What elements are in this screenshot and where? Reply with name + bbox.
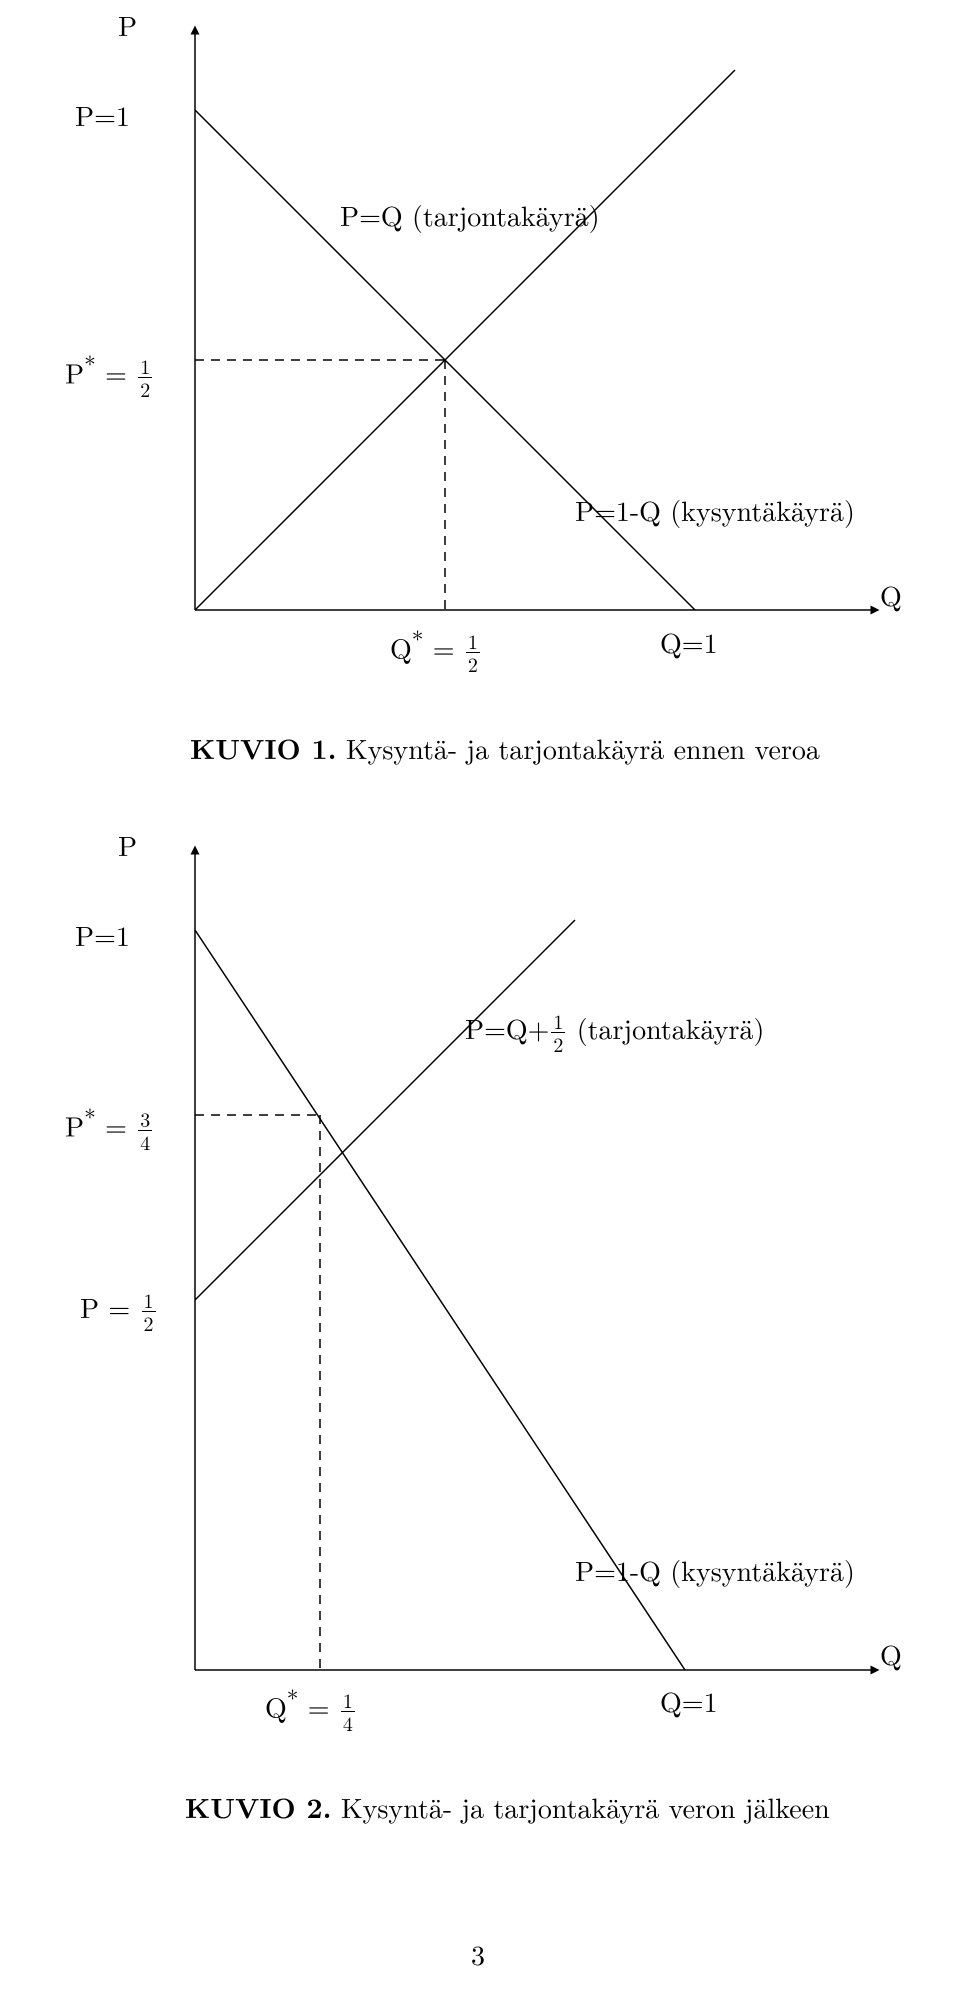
chart2-q1-label: Q=1: [660, 1681, 718, 1721]
chart1-supply-label: P=Q (tarjontakäyrä): [340, 195, 600, 235]
chart2-p1-label: P=1: [75, 915, 130, 955]
chart2-phalf-label: P = 12: [80, 1287, 158, 1333]
chart2-pstar-label: P* = 34: [65, 1100, 154, 1152]
supply-curve: [195, 920, 575, 1300]
chart1-qstar-label: Q* = 12: [390, 622, 482, 674]
chart1-demand-label: P=1-Q (kysyntäkäyrä): [575, 490, 855, 530]
chart2-x-axis-label: Q: [880, 1634, 902, 1674]
chart2-supply-label: P=Q+12 (tarjontakäyrä): [465, 1008, 764, 1054]
chart1-p1-label: P=1: [75, 95, 130, 135]
chart2-qstar-label: Q* = 14: [265, 1681, 357, 1733]
caption-1: KUVIO 1. Kysyntä- ja tarjontakäyrä ennen…: [190, 728, 820, 768]
caption-2: KUVIO 2. Kysyntä- ja tarjontakäyrä veron…: [185, 1787, 830, 1827]
page-number: 3: [471, 1934, 485, 1974]
chart2-y-axis-label: P: [118, 825, 137, 865]
chart1-pstar-label: P* = 12: [65, 347, 154, 399]
chart2-demand-label: P=1-Q (kysyntäkäyrä): [575, 1550, 855, 1590]
chart1-y-axis-label: P: [118, 5, 137, 45]
chart1-q1-label: Q=1: [660, 622, 718, 662]
chart-1: [175, 10, 895, 650]
page: P P=1 P* = 12 P=Q (tarjontakäyrä) P=1-Q …: [0, 0, 960, 1994]
chart1-x-axis-label: Q: [880, 575, 902, 615]
